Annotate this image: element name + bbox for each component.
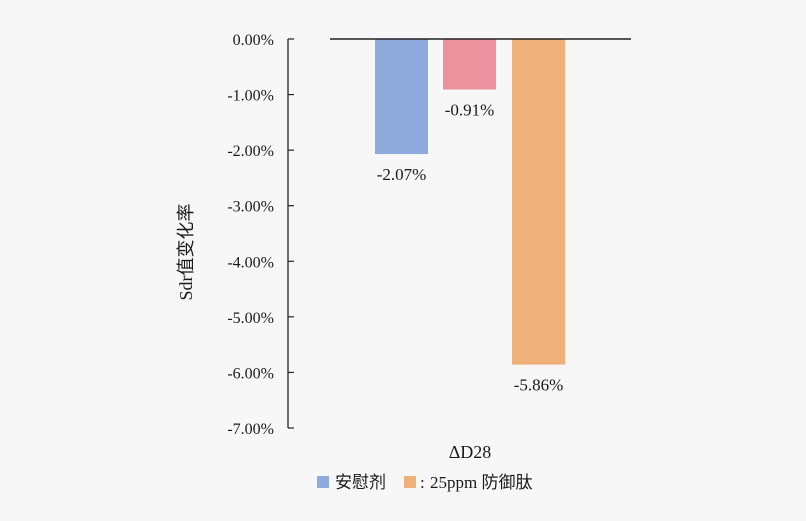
y-tick-label: -6.00% [227,365,274,382]
y-axis: 0.00% -1.00% -2.00% -3.00% -4.00% -5.00% -6.00… [227,32,294,438]
data-label-series-1: -2.07% [377,165,427,184]
y-tick-label: -3.00% [227,199,274,216]
y-axis-title: Sdr值变化率 [176,203,196,300]
bar-series-2 [443,39,496,90]
bar-series-3 [512,39,565,365]
bars [375,39,565,365]
bar-series-1 [375,39,428,155]
y-tick-label: -5.00% [227,310,274,327]
x-axis-title: ΔD28 [449,442,492,462]
data-label-series-2: -0.91% [445,101,495,120]
y-tick-label: -7.00% [227,421,274,438]
data-label-series-3: -5.86% [514,376,564,395]
legend: 安慰剂:25ppm 防御肽 [317,473,532,492]
legend-separator: : [420,473,425,492]
y-tick-label: -2.00% [227,143,274,160]
legend-swatch-3 [404,476,416,488]
legend-swatch-1 [317,476,329,488]
data-labels: -2.07% -0.91% -5.86% [377,101,564,395]
y-tick-label: -4.00% [227,254,274,271]
legend-label-3: 25ppm 防御肽 [430,473,532,492]
y-tick-label: -1.00% [227,88,274,105]
y-tick-label: 0.00% [233,32,274,49]
legend-label-1: 安慰剂 [335,473,386,492]
